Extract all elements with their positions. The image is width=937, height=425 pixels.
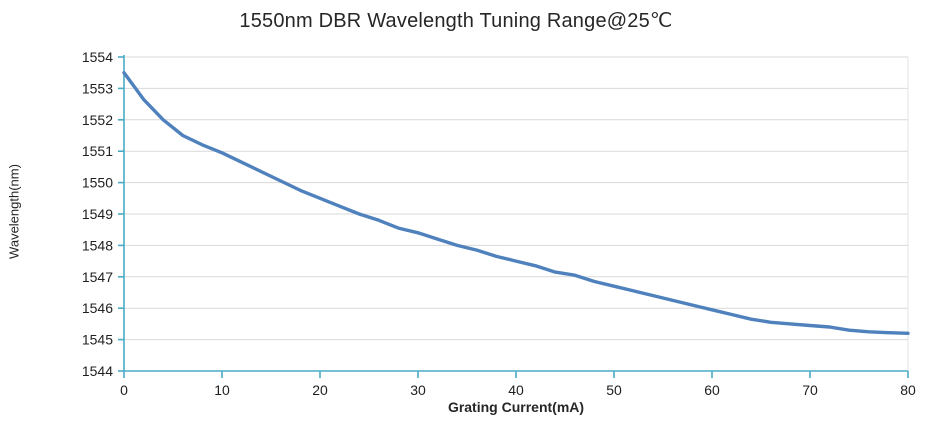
x-axis-title: Grating Current(mA) (447, 399, 585, 415)
x-tick-label: 50 (606, 382, 622, 398)
y-tick-label: 1550 (82, 175, 113, 191)
y-tick-label: 1549 (82, 206, 113, 222)
x-tick-label: 80 (900, 382, 916, 398)
x-tick-label: 20 (312, 382, 328, 398)
y-tick-label: 1551 (82, 143, 113, 159)
x-tick-label: 70 (802, 382, 818, 398)
y-tick-label: 1554 (82, 49, 113, 65)
chart-title: 1550nm DBR Wavelength Tuning Range@25℃ (239, 10, 673, 32)
x-tick-label: 60 (704, 382, 720, 398)
y-tick-label: 1545 (82, 332, 113, 348)
y-tick-label: 1546 (82, 300, 113, 316)
x-tick-label: 30 (410, 382, 426, 398)
y-tick-label: 1547 (82, 269, 113, 285)
y-tick-label: 1544 (82, 363, 113, 379)
y-tick-label: 1552 (82, 112, 113, 128)
x-tick-label: 0 (120, 382, 128, 398)
y-tick-label: 1553 (82, 80, 113, 96)
x-tick-label: 40 (508, 382, 524, 398)
wavelength-curve (122, 71, 910, 335)
x-tick-label: 10 (214, 382, 230, 398)
y-tick-label: 1548 (82, 237, 113, 253)
